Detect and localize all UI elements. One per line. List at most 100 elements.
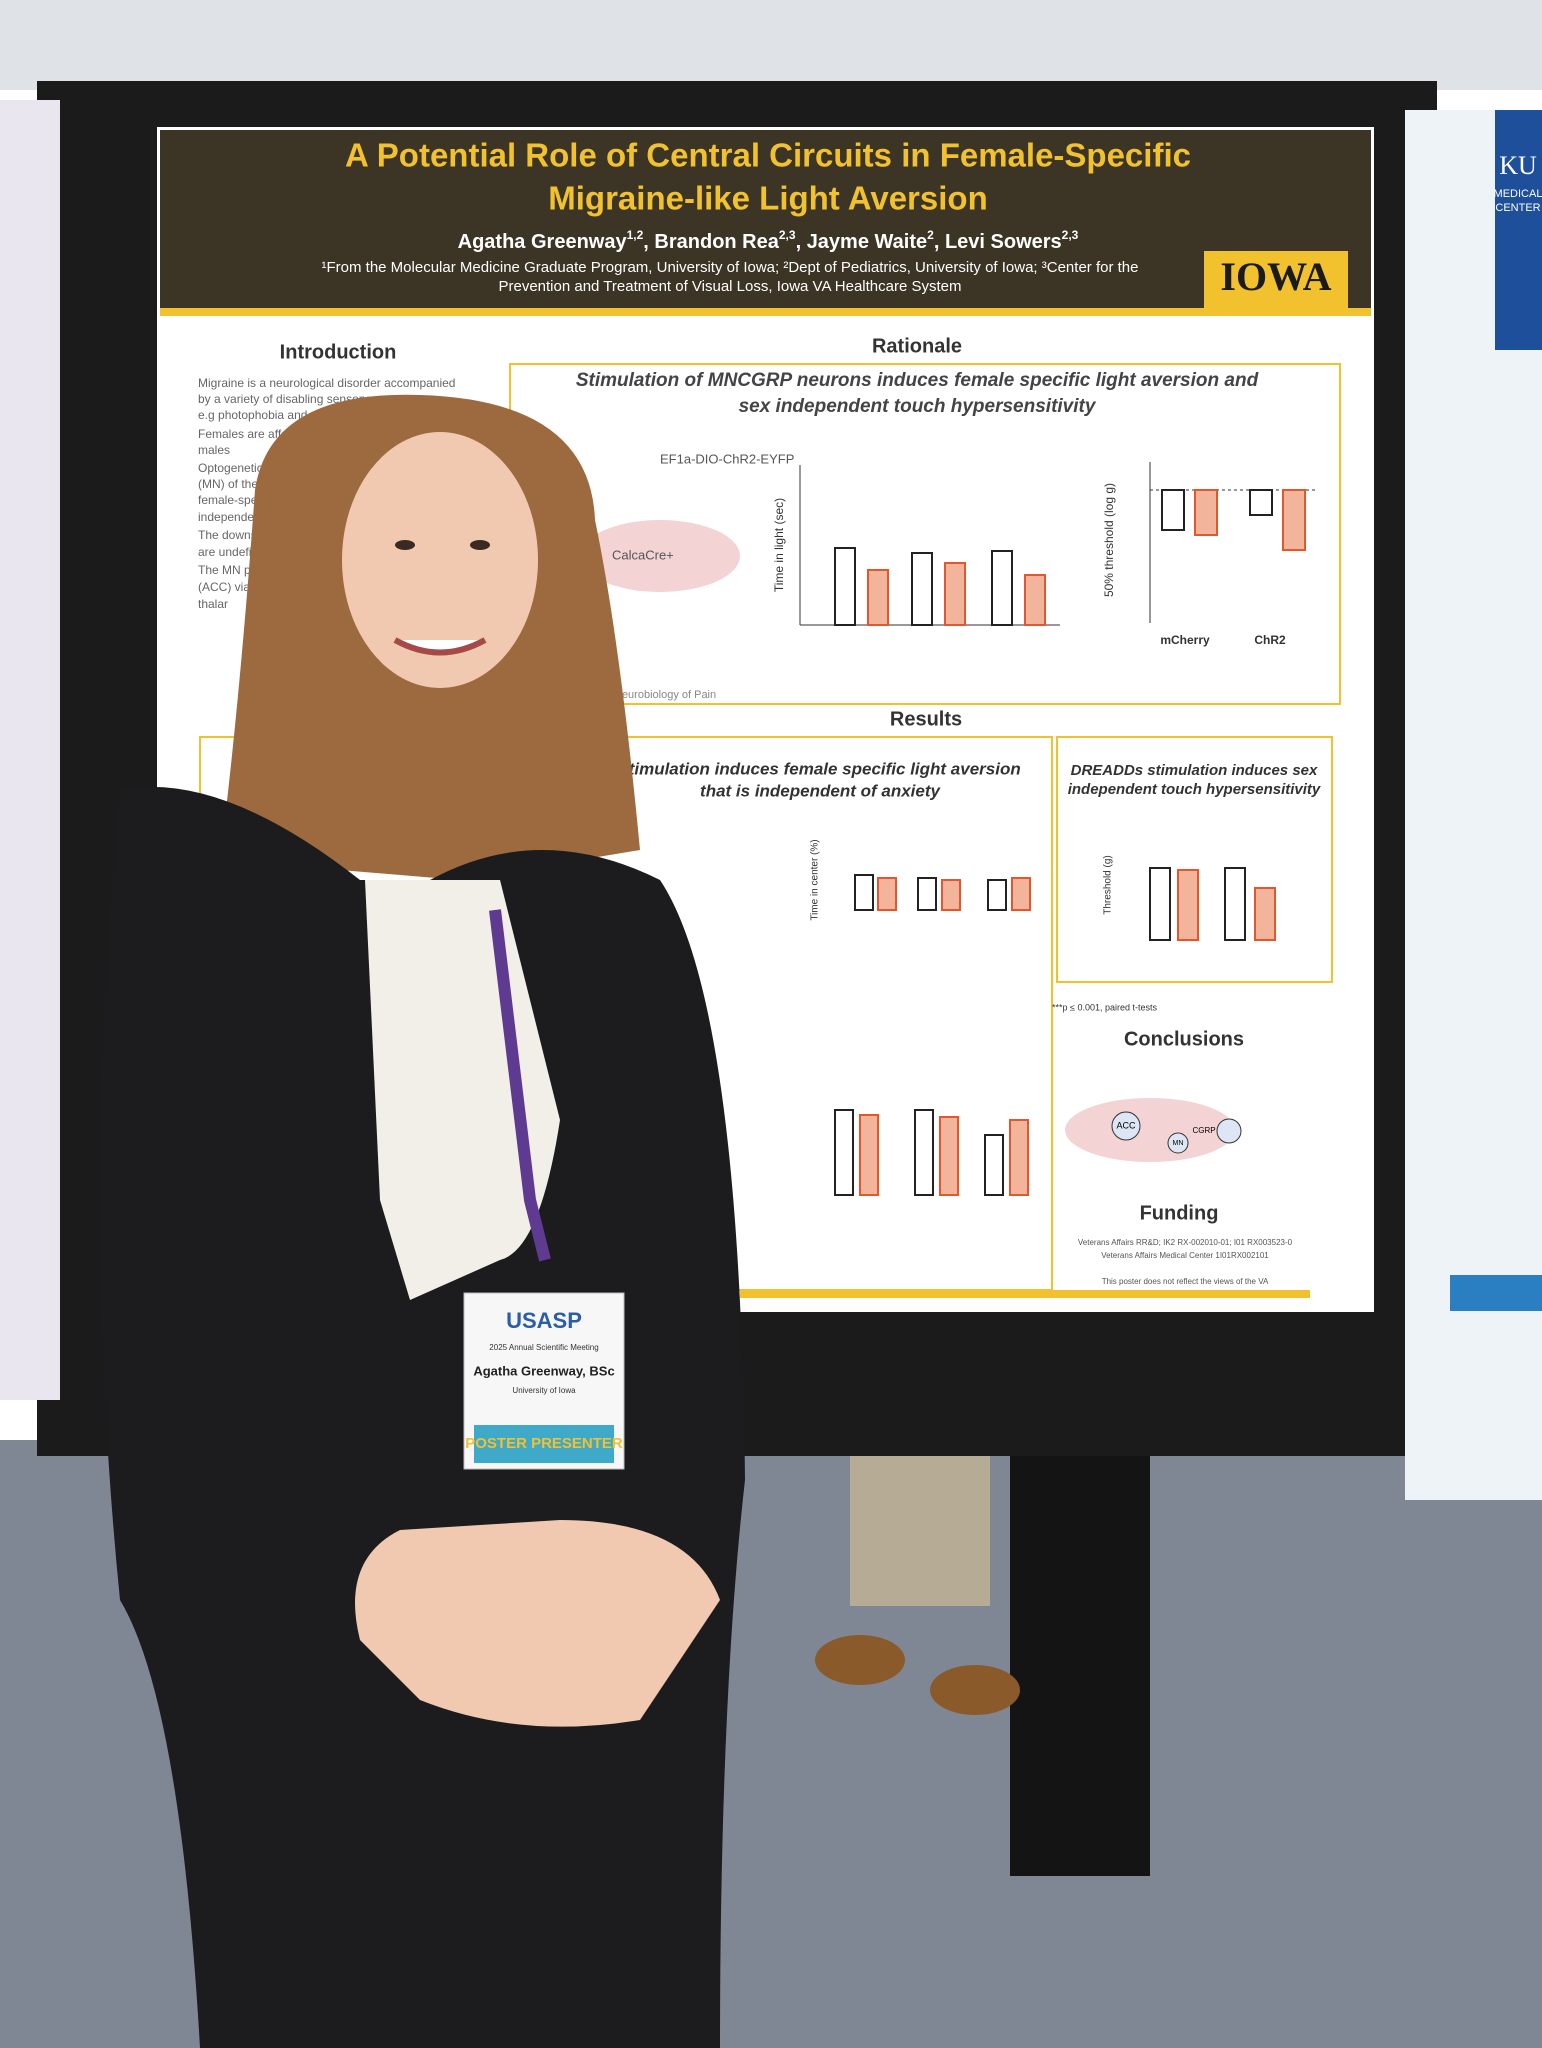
author-sup: 2,3	[1062, 228, 1079, 242]
badge-ribbon	[474, 1425, 614, 1463]
bar	[854, 874, 874, 911]
footer-stripe	[740, 1290, 1310, 1298]
badge-org: USASP	[506, 1308, 582, 1333]
background-person	[850, 1456, 990, 1606]
section-heading: Conclusions	[1124, 1028, 1244, 1050]
brain-diagram	[1065, 1098, 1235, 1162]
neighbor-logo: CENTER	[1495, 202, 1540, 214]
bar	[1282, 489, 1306, 551]
bar	[1149, 867, 1171, 941]
source: Neurobiology of Pain	[614, 689, 716, 701]
bar	[867, 569, 889, 626]
author-sup: 1,2	[627, 228, 644, 242]
bar	[917, 877, 937, 911]
node-label: ACC	[1116, 1120, 1136, 1130]
mouse-label: CalcaCre+	[612, 547, 674, 562]
bullet: by a variety of disabling sensory	[198, 392, 369, 406]
bar	[1024, 574, 1046, 626]
face	[342, 432, 538, 688]
group-label: ChR2	[1254, 633, 1286, 647]
node	[1111, 1111, 1141, 1141]
axis-label: Threshold (g)	[1103, 855, 1114, 914]
bar	[859, 1114, 879, 1196]
node	[1216, 1118, 1242, 1144]
logo-box	[1204, 251, 1348, 308]
axis-label: 50% threshold (log g)	[1102, 483, 1116, 597]
bullet: Migraine is a neurological disorder acco…	[198, 376, 455, 390]
shoe	[815, 1635, 905, 1685]
section-heading: Results	[890, 708, 962, 730]
bar	[1011, 877, 1031, 911]
bar-figure	[834, 547, 1046, 626]
author: Jayme Waite	[807, 231, 927, 253]
eye	[395, 540, 415, 550]
author: Brandon Rea	[654, 231, 779, 253]
bar	[1224, 867, 1246, 941]
panel-title: independent touch hypersensitivity	[1068, 781, 1321, 798]
badge-meeting: 2025 Annual Scientific Meeting	[489, 1343, 598, 1352]
bar	[944, 562, 966, 626]
author: Agatha Greenway	[458, 231, 628, 253]
author-sup: 2,3	[779, 228, 796, 242]
bar	[941, 879, 961, 911]
axis-label: Time in center (%)	[810, 839, 821, 920]
badge-affiliation: University of Iowa	[512, 1386, 576, 1395]
funding-line: Veterans Affairs RR&D; IK2 RX-002010-01;…	[1078, 1238, 1293, 1247]
bullet: males	[198, 443, 230, 457]
neighbor-logo: MEDICAL	[1494, 188, 1542, 200]
neighbor-section-bar	[1450, 1275, 1542, 1311]
bar	[939, 1116, 959, 1196]
logo: IOWA	[1220, 254, 1331, 299]
subtitle: Stimulation of MNCGRP neurons induces fe…	[576, 370, 1259, 391]
blouse	[365, 880, 560, 1300]
bar	[877, 877, 897, 911]
bar	[914, 1109, 934, 1196]
bar	[911, 552, 933, 626]
authors: Agatha Greenway1,2, Brandon Rea2,3, Jaym…	[458, 228, 1079, 253]
neighbor-banner	[1495, 110, 1542, 350]
hands	[355, 1520, 720, 1727]
shoe	[930, 1665, 1020, 1715]
bar	[834, 1109, 854, 1196]
affiliation: ¹From the Molecular Medicine Graduate Pr…	[322, 259, 1139, 276]
panel-title: that is independent of anxiety	[700, 781, 941, 800]
section-heading: Rationale	[872, 335, 962, 357]
node-label: MN	[1173, 1140, 1184, 1147]
disclaimer: This poster does not reflect the views o…	[1102, 1277, 1269, 1286]
neighbor-logo: KU	[1499, 151, 1537, 180]
intro-bullets: Migraine is a neurological disorder acco…	[198, 376, 455, 611]
bar	[1009, 1119, 1029, 1196]
node-label: CGRP	[1192, 1126, 1215, 1135]
group-label: mCherry	[1160, 633, 1210, 647]
funding-line: Veterans Affairs Medical Center 1I01RX00…	[1101, 1251, 1269, 1260]
header-stripe	[160, 308, 1371, 316]
background-person	[1010, 1456, 1150, 1876]
lanyard	[489, 909, 551, 1262]
section-heading: Introduction	[280, 341, 397, 363]
construct-label: EF1a-DIO-ChR2-EYFP	[660, 451, 794, 466]
node	[1167, 1132, 1189, 1154]
badge-name: Agatha Greenway, BSc	[473, 1363, 614, 1378]
wall	[0, 0, 1542, 90]
left-poster	[0, 100, 60, 1400]
bullet: thalar	[198, 597, 228, 611]
poster-header	[160, 130, 1371, 313]
bar	[834, 547, 856, 626]
panel-title: stimulation induces female specific ligh…	[619, 759, 1021, 778]
jacket	[100, 786, 745, 2048]
bar	[1194, 489, 1218, 536]
subtitle: sex independent touch hypersensitivity	[739, 396, 1097, 417]
axis-label: Time in light (sec)	[772, 498, 786, 592]
brain-diagram	[580, 520, 740, 592]
bar	[1177, 869, 1199, 941]
poster-title: A Potential Role of Central Circuits in …	[345, 137, 1191, 174]
panel-title: DREADDs stimulation induces sex	[1071, 762, 1318, 779]
author: Levi Sowers	[945, 231, 1062, 253]
poster-title: Migraine-like Light Aversion	[548, 180, 987, 217]
results-bars	[834, 867, 1276, 1196]
affiliation: Prevention and Treatment of Visual Loss,…	[498, 278, 961, 295]
bar	[1254, 887, 1276, 941]
bar	[1161, 489, 1185, 531]
bar	[987, 879, 1007, 911]
